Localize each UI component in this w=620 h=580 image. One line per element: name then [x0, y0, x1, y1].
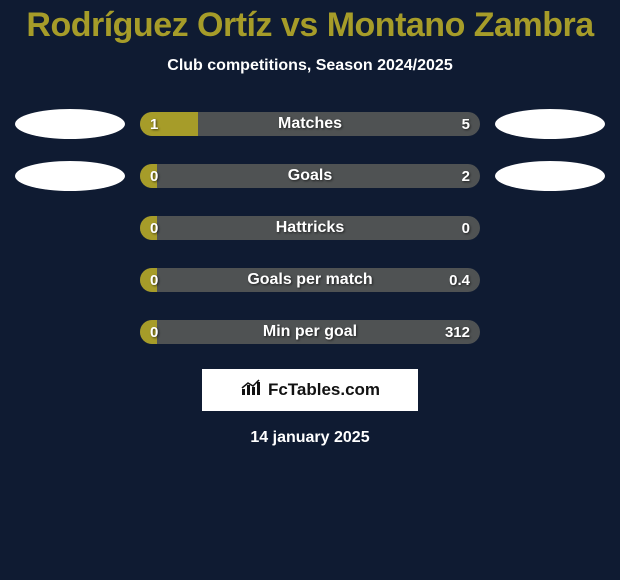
stat-label: Matches	[140, 112, 480, 136]
stat-right-value: 2	[462, 164, 470, 188]
logo-text: FcTables.com	[268, 380, 380, 400]
stat-row: 0 Min per goal 312	[0, 317, 620, 347]
stat-label: Goals per match	[140, 268, 480, 292]
player-left-oval	[15, 161, 125, 191]
stats-container: 1 Matches 5 0 Goals 2 0 Hattricks 0	[0, 109, 620, 347]
stat-row: 0 Goals per match 0.4	[0, 265, 620, 295]
stat-row: 0 Hattricks 0	[0, 213, 620, 243]
stat-right-value: 0	[462, 216, 470, 240]
page-title: Rodríguez Ortíz vs Montano Zambra	[0, 0, 620, 45]
stat-right-value: 5	[462, 112, 470, 136]
stat-row: 0 Goals 2	[0, 161, 620, 191]
player-right-oval	[495, 109, 605, 139]
stat-label: Goals	[140, 164, 480, 188]
stat-bar-track: 0 Hattricks 0	[140, 216, 480, 240]
fctables-logo: FcTables.com	[202, 369, 418, 411]
stat-row: 1 Matches 5	[0, 109, 620, 139]
stat-bar-track: 0 Min per goal 312	[140, 320, 480, 344]
player-right-oval	[495, 161, 605, 191]
stat-label: Hattricks	[140, 216, 480, 240]
stat-right-value: 0.4	[449, 268, 470, 292]
player-left-oval	[15, 109, 125, 139]
stat-right-value: 312	[445, 320, 470, 344]
date-text: 14 january 2025	[0, 429, 620, 447]
stat-bar-track: 1 Matches 5	[140, 112, 480, 136]
stat-bar-track: 0 Goals per match 0.4	[140, 268, 480, 292]
subtitle: Club competitions, Season 2024/2025	[0, 57, 620, 75]
chart-icon	[240, 379, 262, 402]
stat-label: Min per goal	[140, 320, 480, 344]
stat-bar-track: 0 Goals 2	[140, 164, 480, 188]
